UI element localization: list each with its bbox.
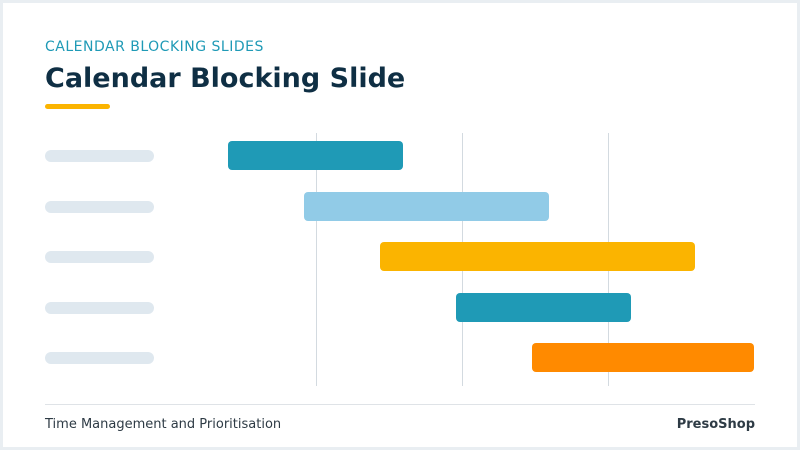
footer-topic: Time Management and Prioritisation [45, 417, 282, 432]
footer-brand: PresoShop [676, 417, 755, 432]
row-label-placeholder [45, 352, 154, 364]
time-block-bar [228, 141, 403, 170]
slide: CALENDAR BLOCKING SLIDES Calendar Blocki… [3, 3, 797, 447]
footer-divider [45, 404, 755, 405]
time-block-bar [456, 293, 631, 322]
time-block-bar [304, 192, 549, 221]
row-label-placeholder [45, 150, 154, 162]
slide-title: Calendar Blocking Slide [45, 63, 406, 94]
time-block-bar [380, 242, 695, 271]
row-label-placeholder [45, 302, 154, 314]
row-label-placeholder [45, 201, 154, 213]
title-accent-bar [45, 104, 110, 109]
slide-eyebrow: CALENDAR BLOCKING SLIDES [45, 39, 264, 55]
row-label-placeholder [45, 251, 154, 263]
timeline-gridline [316, 133, 317, 386]
time-block-bar [532, 343, 754, 372]
